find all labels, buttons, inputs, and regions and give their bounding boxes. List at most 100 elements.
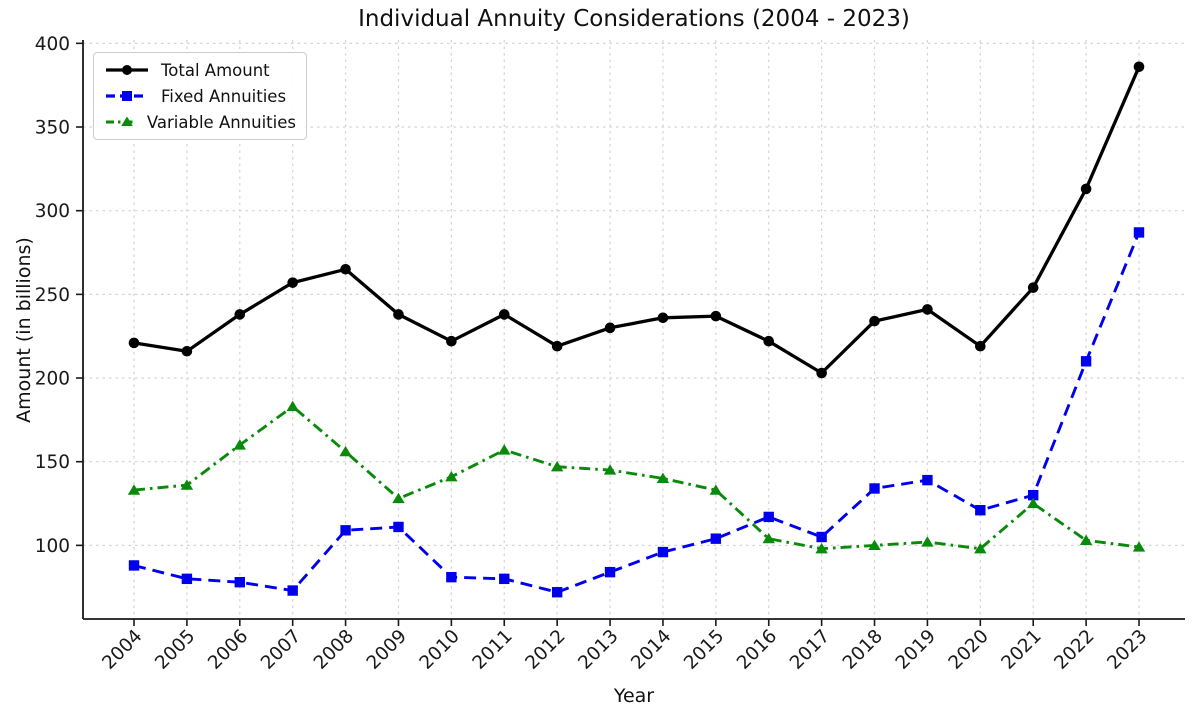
x-tick-label: 2005 bbox=[151, 626, 199, 674]
data-point bbox=[763, 511, 774, 523]
x-tick-label: 2013 bbox=[574, 626, 622, 674]
x-tick-label: 2015 bbox=[680, 626, 728, 674]
x-tick-label: 2019 bbox=[892, 626, 940, 674]
data-point bbox=[1027, 497, 1040, 509]
data-point bbox=[1132, 541, 1146, 552]
legend-label-variable-annuities: Variable Annuities bbox=[146, 112, 296, 132]
chart-title: Individual Annuity Considerations (2004 … bbox=[358, 6, 910, 32]
x-tick-label: 2016 bbox=[733, 626, 781, 674]
data-point bbox=[499, 573, 510, 585]
data-point bbox=[975, 505, 986, 516]
data-point bbox=[340, 525, 351, 536]
data-point bbox=[127, 484, 141, 495]
x-tick-label: 2004 bbox=[98, 626, 146, 674]
data-point bbox=[816, 367, 827, 379]
legend-label-total-amount: Total Amount bbox=[161, 60, 270, 80]
y-tick-label: 100 bbox=[35, 536, 70, 557]
data-point bbox=[393, 521, 404, 533]
data-point bbox=[869, 483, 880, 494]
series-line-1 bbox=[133, 231, 1141, 594]
data-point bbox=[1028, 489, 1039, 501]
data-point bbox=[446, 571, 457, 583]
data-point bbox=[287, 277, 298, 288]
data-point bbox=[551, 587, 563, 598]
legend: Total Amount Fixed Annuities Variable An… bbox=[93, 52, 307, 140]
x-tick-label: 2006 bbox=[204, 626, 252, 674]
data-point bbox=[1027, 282, 1039, 293]
legend-swatch-dashdot-triangle-icon bbox=[106, 116, 136, 126]
data-point bbox=[551, 340, 563, 352]
y-tick-label: 350 bbox=[35, 118, 70, 139]
data-point bbox=[180, 479, 194, 490]
x-tick-label: 2010 bbox=[416, 626, 464, 674]
legend-item-variable-annuities: Variable Annuities bbox=[104, 109, 296, 135]
legend-item-total-amount: Total Amount bbox=[104, 57, 296, 83]
data-point bbox=[1133, 61, 1145, 73]
x-tick-label: 2008 bbox=[310, 626, 358, 674]
data-point bbox=[974, 542, 987, 554]
y-tick-label: 250 bbox=[35, 285, 70, 306]
x-tick-label: 2011 bbox=[469, 626, 517, 674]
series-line-0 bbox=[133, 66, 1141, 375]
data-point bbox=[604, 566, 616, 578]
y-tick-label: 400 bbox=[35, 34, 70, 55]
data-point bbox=[445, 470, 458, 482]
data-point bbox=[393, 309, 404, 320]
y-tick-label: 150 bbox=[35, 452, 70, 473]
data-point bbox=[868, 539, 881, 550]
data-point bbox=[710, 533, 722, 544]
data-point bbox=[603, 464, 617, 475]
data-point bbox=[128, 337, 140, 349]
data-point bbox=[392, 492, 405, 504]
data-point bbox=[816, 531, 827, 543]
x-tick-label: 2022 bbox=[1050, 626, 1098, 674]
data-point bbox=[710, 310, 722, 322]
x-tick-label: 2018 bbox=[839, 626, 887, 674]
x-tick-label: 2023 bbox=[1103, 626, 1151, 674]
x-tick-label: 2014 bbox=[627, 626, 675, 674]
y-tick-label: 200 bbox=[35, 369, 70, 390]
x-tick-label: 2012 bbox=[522, 626, 570, 674]
data-point bbox=[1080, 356, 1092, 367]
data-point bbox=[287, 585, 298, 596]
data-point bbox=[233, 439, 246, 450]
data-point bbox=[975, 340, 986, 352]
legend-swatch-solid-circle-icon bbox=[106, 65, 148, 75]
y-axis-label: Amount (in billions) bbox=[13, 237, 35, 423]
data-point bbox=[550, 460, 564, 472]
y-tick-label: 300 bbox=[35, 201, 70, 222]
data-point bbox=[1079, 534, 1093, 545]
data-point bbox=[656, 472, 670, 484]
data-point bbox=[446, 335, 457, 347]
x-tick-label: 2009 bbox=[363, 626, 411, 674]
data-point bbox=[128, 560, 140, 571]
data-point bbox=[922, 304, 933, 315]
series-line-2 bbox=[133, 405, 1140, 551]
data-point bbox=[286, 400, 299, 412]
data-point bbox=[921, 536, 934, 547]
x-tick-label: 2020 bbox=[945, 626, 993, 674]
data-point bbox=[657, 546, 669, 558]
data-point bbox=[1080, 183, 1092, 195]
data-point bbox=[709, 484, 723, 495]
data-point bbox=[498, 309, 510, 320]
x-axis-label: Year bbox=[613, 685, 655, 707]
data-point bbox=[604, 322, 616, 334]
data-point bbox=[815, 542, 828, 554]
data-point bbox=[234, 576, 245, 588]
data-point bbox=[339, 445, 352, 457]
data-point bbox=[922, 474, 933, 486]
x-tick-label: 2017 bbox=[786, 626, 834, 674]
x-tick-label: 2007 bbox=[257, 626, 305, 674]
data-point bbox=[869, 315, 880, 327]
legend-item-fixed-annuities: Fixed Annuities bbox=[104, 83, 296, 109]
data-point bbox=[657, 312, 669, 324]
x-tick-label: 2021 bbox=[998, 626, 1046, 674]
legend-swatch-dashed-square-icon bbox=[106, 91, 148, 101]
data-point bbox=[181, 573, 193, 585]
data-point bbox=[181, 345, 193, 357]
data-point bbox=[498, 444, 511, 455]
data-point bbox=[234, 309, 246, 320]
data-point bbox=[1133, 227, 1145, 238]
